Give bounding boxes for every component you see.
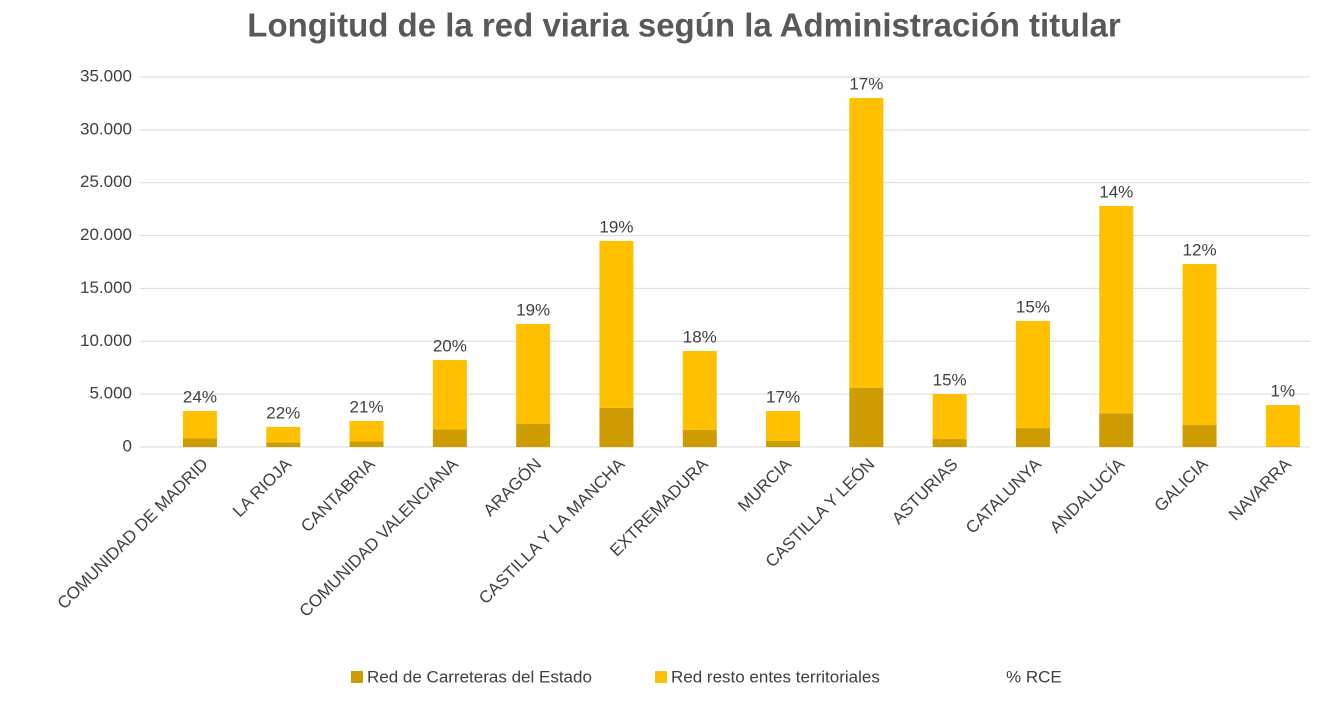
bar-segment [350, 442, 384, 447]
data-label: 19% [516, 300, 550, 319]
data-label: 15% [1016, 297, 1050, 316]
x-tick-label: MURCIA [734, 454, 795, 515]
x-tick-label: NAVARRA [1225, 454, 1295, 524]
legend-swatch [351, 671, 363, 683]
x-tick-label: ARAGÓN [480, 455, 546, 521]
data-label: 18% [683, 327, 717, 346]
chart-title: Longitud de la red viaria según la Admin… [247, 7, 1121, 44]
bar-segment [1183, 264, 1217, 425]
data-label: 21% [350, 397, 384, 416]
data-label: 20% [433, 336, 467, 355]
bar-segment [599, 408, 633, 447]
bar-segment [433, 360, 467, 430]
x-tick-label: GALICIA [1151, 454, 1212, 515]
y-tick-label: 30.000 [80, 119, 132, 138]
x-tick-label: ANDALUCÍA [1046, 454, 1129, 537]
data-label: 17% [849, 74, 883, 93]
x-tick-label: CASTILLA Y LA MANCHA [475, 454, 629, 608]
y-tick-label: 10.000 [80, 331, 132, 350]
y-tick-label: 15.000 [80, 278, 132, 297]
data-label: 14% [1099, 182, 1133, 201]
x-tick-label: COMUNIDAD DE MADRID [54, 455, 212, 613]
y-tick-label: 0 [123, 436, 132, 455]
bar-segment [849, 388, 883, 447]
legend-label: Red resto entes territoriales [671, 667, 880, 686]
bar-segment [1183, 425, 1217, 447]
bar-segment [266, 443, 300, 447]
data-label: 12% [1183, 240, 1217, 259]
x-tick-label: LA RIOJA [229, 454, 296, 521]
data-label: 15% [933, 371, 967, 390]
bar-segment [1016, 321, 1050, 428]
bar-segment [1099, 206, 1133, 413]
bar-segment [766, 441, 800, 447]
x-tick-label: ASTURIAS [888, 455, 962, 529]
bar-segment [516, 324, 550, 424]
data-label: 1% [1271, 382, 1296, 401]
y-tick-label: 5.000 [89, 384, 132, 403]
data-label: 19% [599, 217, 633, 236]
bar-segment [433, 430, 467, 447]
bar-segment [933, 439, 967, 447]
bar-segment [683, 430, 717, 447]
data-label: 24% [183, 388, 217, 407]
bar-segment [1099, 413, 1133, 447]
x-tick-label: COMUNIDAD VALENCIANA [296, 454, 463, 621]
legend-swatch [655, 671, 667, 683]
bar-segment [599, 241, 633, 408]
legend-label: Red de Carreteras del Estado [367, 667, 592, 686]
bar-segment [1266, 405, 1300, 447]
bar-segment [266, 427, 300, 443]
bar-segment [1016, 428, 1050, 447]
y-tick-label: 25.000 [80, 172, 132, 191]
data-label: 17% [766, 388, 800, 407]
bar-segment [183, 439, 217, 447]
legend-label: % RCE [1006, 667, 1062, 686]
y-tick-label: 20.000 [80, 225, 132, 244]
bar-segment [766, 411, 800, 441]
x-tick-label: CANTABRIA [297, 454, 379, 536]
x-tick-label: CATALUNYA [962, 454, 1045, 537]
bar-segment [933, 394, 967, 439]
bar-segment [849, 98, 883, 388]
y-tick-label: 35.000 [80, 66, 132, 85]
bar-segment [683, 351, 717, 430]
bar-segment [516, 424, 550, 447]
bar-segment [350, 421, 384, 442]
bar-segment [183, 411, 217, 438]
data-label: 22% [266, 403, 300, 422]
